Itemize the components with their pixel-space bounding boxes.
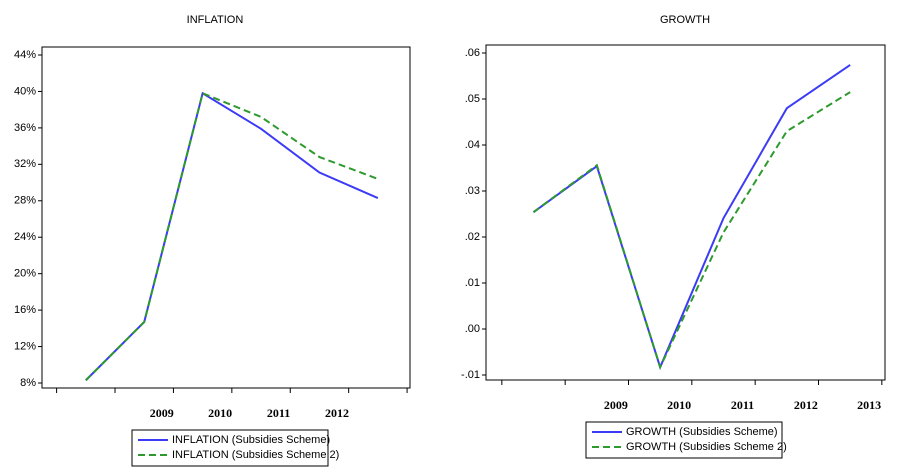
- y-tick-label: .01: [465, 277, 480, 289]
- x-tick-label: 2009: [150, 406, 174, 420]
- y-tick-label: 44%: [14, 49, 36, 61]
- y-tick-label: 8%: [20, 377, 36, 389]
- y-tick-label: 36%: [14, 122, 36, 134]
- y-tick-label: .06: [465, 47, 480, 59]
- chart: GROWTH -.01 .00 .01 .02 .03 .04 .05 .06 2009 2010 2…: [461, 14, 886, 459]
- y-tick-label: .04: [465, 139, 480, 151]
- chart-title: GROWTH: [660, 14, 710, 26]
- x-tick-label: 2010: [208, 406, 232, 420]
- x-tick-label: 2012: [325, 406, 349, 420]
- x-tick-label: 2009: [604, 398, 628, 412]
- y-tick-label: .00: [465, 323, 480, 335]
- y-tick-label: 32%: [14, 158, 36, 170]
- y-tick-label: 12%: [14, 340, 36, 352]
- x-tick-label: 2012: [794, 398, 818, 412]
- legend: GROWTH (Subsidies Scheme) GROWTH (Subsidi…: [585, 421, 787, 459]
- legend-label: INFLATION (Subsidies Scheme 2): [172, 449, 339, 461]
- y-tick-label: 40%: [14, 85, 36, 97]
- x-tick-label: 2011: [731, 398, 754, 412]
- y-tick-label: 28%: [14, 195, 36, 207]
- legend: INFLATION (Subsidies Scheme) INFLATION (S…: [131, 429, 339, 467]
- chart-title: INFLATION: [187, 14, 244, 26]
- series-line: [532, 91, 851, 370]
- plot-frame: [41, 46, 411, 389]
- y-tick-label: .05: [465, 93, 480, 105]
- y-tick-label: 24%: [14, 231, 36, 243]
- legend-box: [585, 421, 783, 459]
- x-tick-label: 2013: [857, 398, 881, 412]
- legend-label: GROWTH (Subsidies Scheme 2): [626, 441, 787, 453]
- y-tick-label: .03: [465, 185, 480, 197]
- y-tick-label: -.01: [461, 369, 480, 381]
- legend-label: INFLATION (Subsidies Scheme): [172, 434, 330, 446]
- y-tick-label: 16%: [14, 304, 36, 316]
- plot-frame: [485, 44, 886, 381]
- y-tick-label: .02: [465, 231, 480, 243]
- x-tick-label: 2010: [667, 398, 691, 412]
- chart: INFLATION 8% 12% 16% 20% 24% 28% 32% 36% 40% 44% 20…: [14, 14, 411, 467]
- y-tick-label: 20%: [14, 268, 36, 280]
- legend-box: [131, 429, 329, 467]
- series-line: [85, 91, 379, 381]
- x-tick-label: 2011: [267, 406, 290, 420]
- legend-label: GROWTH (Subsidies Scheme): [626, 426, 778, 438]
- series-line: [532, 64, 851, 371]
